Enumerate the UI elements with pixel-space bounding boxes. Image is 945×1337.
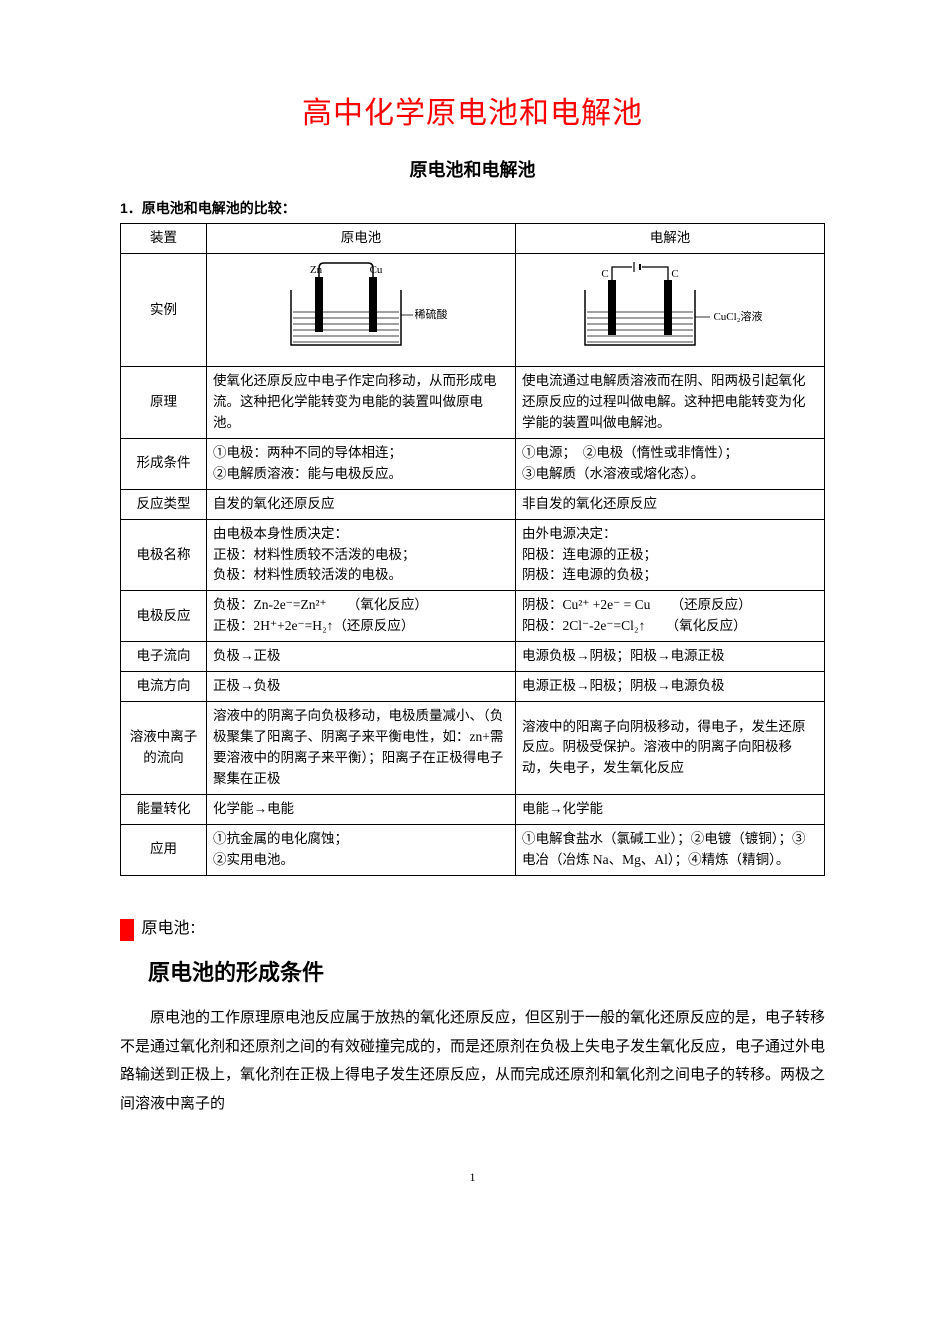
table-row: 反应类型自发的氧化还原反应非自发的氧化还原反应 <box>121 489 825 519</box>
table-body: 原理使氧化还原反应中电子作定向移动，从而形成电流。这种把化学能转变为电能的装置叫… <box>121 367 825 875</box>
d1-right-label: Cu <box>370 264 383 276</box>
row-label: 原理 <box>121 367 207 439</box>
row-galvanic: 正极→负极 <box>207 672 516 702</box>
section1-label: 1．原电池和电解池的比较： <box>120 197 825 219</box>
table-row: 形成条件①电极：两种不同的导体相连；②电解质溶液：能与电极反应。①电源； ②电极… <box>121 438 825 489</box>
row-galvanic: 使氧化还原反应中电子作定向移动，从而形成电流。这种把化学能转变为电能的装置叫做原… <box>207 367 516 439</box>
main-title: 高中化学原电池和电解池 <box>120 90 825 138</box>
page-number: 1 <box>120 1168 825 1187</box>
row-galvanic: 由电极本身性质决定：正极：材料性质较不活泼的电极；负极：材料性质较活泼的电极。 <box>207 519 516 591</box>
row-galvanic: ①抗金属的电化腐蚀；②实用电池。 <box>207 824 516 875</box>
row-label: 电极反应 <box>121 591 207 642</box>
section1-num: 1． <box>120 200 142 216</box>
table-row: 溶液中离子的流向溶液中的阴离子向负极移动，电极质量减小、（负极聚集了阳离子、阴离… <box>121 702 825 795</box>
th-device: 装置 <box>121 224 207 254</box>
row-galvanic: 化学能→电能 <box>207 794 516 824</box>
row-electrolytic: 电能→化学能 <box>516 794 825 824</box>
row-galvanic: 负极→正极 <box>207 642 516 672</box>
row-label: 形成条件 <box>121 438 207 489</box>
d1-left-label: Zn <box>310 264 323 276</box>
wire-icon <box>319 263 373 277</box>
d2-solution: CuCl₂溶液 <box>713 309 762 323</box>
highlight-text: 原电池 <box>138 920 190 937</box>
row-galvanic: 负极：Zn-2e⁻=Zn²⁺ （氧化反应）正极：2H⁺+2e⁻=H₂↑（还原反应… <box>207 591 516 642</box>
row-label: 应用 <box>121 824 207 875</box>
row-galvanic: 自发的氧化还原反应 <box>207 489 516 519</box>
row-label: 电流方向 <box>121 672 207 702</box>
row-label: 反应类型 <box>121 489 207 519</box>
row-galvanic: 溶液中的阴离子向负极移动，电极质量减小、（负极聚集了阳离子、阴离子来平衡电性，如… <box>207 702 516 795</box>
electrode-c1 <box>608 280 616 335</box>
section1-text: 原电池和电解池的比较： <box>142 200 296 216</box>
row-label: 溶液中离子的流向 <box>121 702 207 795</box>
d1-solution: 稀硫酸 <box>415 307 448 321</box>
wire-right-icon <box>642 267 668 280</box>
row-electrolytic: 电源负极→阴极；阳极→电源正极 <box>516 642 825 672</box>
table-row: 应用①抗金属的电化腐蚀；②实用电池。①电解食盐水（氯碱工业）；②电镀（镀铜）；③… <box>121 824 825 875</box>
row-label: 电极名称 <box>121 519 207 591</box>
row-example-label: 实例 <box>121 254 207 367</box>
sub-title: 原电池和电解池 <box>120 156 825 185</box>
paragraph-1: 原电池的工作原理原电池反应属于放热的氧化还原反应，但区别于一般的氧化还原反应的是… <box>120 1004 825 1118</box>
electrode-c2 <box>664 280 672 335</box>
row-electrolytic: 非自发的氧化还原反应 <box>516 489 825 519</box>
row-electrolytic: ①电解食盐水（氯碱工业）；②电镀（镀铜）；③电冶（冶炼 Na、Mg、Al）；④精… <box>516 824 825 875</box>
row-electrolytic: 阴极：Cu²⁺ +2e⁻ = Cu （还原反应）阳极：2Cl⁻-2e⁻=Cl₂↑… <box>516 591 825 642</box>
th-electrolytic: 电解池 <box>516 224 825 254</box>
diagram-electrolytic: C C CuCl₂溶液 <box>516 254 825 367</box>
beaker2-icon <box>585 290 695 345</box>
row-example: 实例 Zn Cu 稀硫酸 <box>121 254 825 367</box>
table-row: 电极反应负极：Zn-2e⁻=Zn²⁺ （氧化反应）正极：2H⁺+2e⁻=H₂↑（… <box>121 591 825 642</box>
row-electrolytic: 使电流通过电解质溶液而在阴、阳两极引起氧化还原反应的过程叫做电解。这种把电能转变… <box>516 367 825 439</box>
section-one-heading: 一 原电池： <box>120 916 825 942</box>
row-label: 能量转化 <box>121 794 207 824</box>
table-row: 能量转化化学能→电能电能→化学能 <box>121 794 825 824</box>
table-row: 原理使氧化还原反应中电子作定向移动，从而形成电流。这种把化学能转变为电能的装置叫… <box>121 367 825 439</box>
comparison-table: 装置 原电池 电解池 实例 Zn Cu <box>120 223 825 875</box>
table-row: 电流方向正极→负极电源正极→阳极；阴极→电源负极 <box>121 672 825 702</box>
highlight-marker: 一 <box>120 919 134 941</box>
row-galvanic: ①电极：两种不同的导体相连；②电解质溶液：能与电极反应。 <box>207 438 516 489</box>
th-galvanic: 原电池 <box>207 224 516 254</box>
beaker-icon <box>291 290 401 345</box>
row-electrolytic: 由外电源决定：阳极：连电源的正极；阴极：连电源的负极； <box>516 519 825 591</box>
wire-left-icon <box>612 267 632 280</box>
table-row: 电子流向负极→正极电源负极→阴极；阳极→电源正极 <box>121 642 825 672</box>
row-label: 电子流向 <box>121 642 207 672</box>
d2-left-label: C <box>601 268 608 280</box>
table-header-row: 装置 原电池 电解池 <box>121 224 825 254</box>
row-electrolytic: 溶液中的阳离子向阴极移动，得电子，发生还原反应。阴极受保护。溶液中的阴离子向阳极… <box>516 702 825 795</box>
diagram-galvanic: Zn Cu 稀硫酸 <box>207 254 516 367</box>
d2-right-label: C <box>671 268 678 280</box>
row-electrolytic: 电源正极→阳极；阴极→电源负极 <box>516 672 825 702</box>
condition-title: 原电池的形成条件 <box>148 955 825 990</box>
highlight-punct: ： <box>190 922 204 937</box>
table-row: 电极名称由电极本身性质决定：正极：材料性质较不活泼的电极；负极：材料性质较活泼的… <box>121 519 825 591</box>
row-electrolytic: ①电源； ②电极（惰性或非惰性）；③电解质（水溶液或熔化态）。 <box>516 438 825 489</box>
